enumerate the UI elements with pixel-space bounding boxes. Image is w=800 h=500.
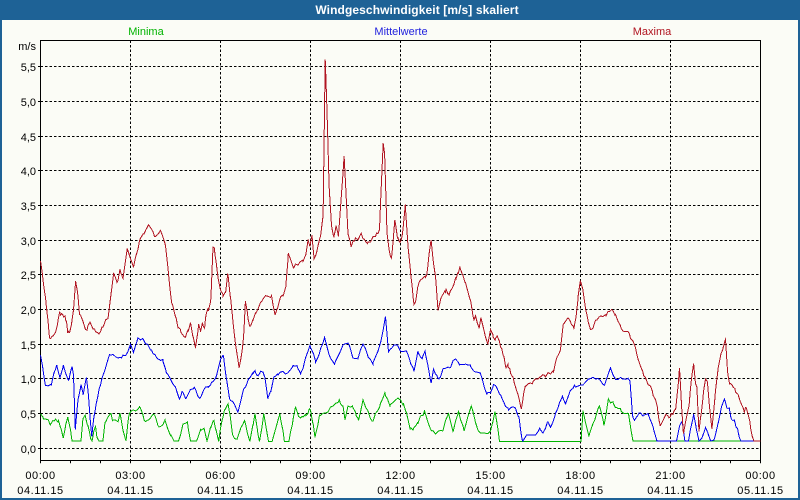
svg-text:3,5: 3,5	[21, 201, 36, 213]
svg-text:1,0: 1,0	[21, 374, 36, 386]
svg-text:0,5: 0,5	[21, 409, 36, 421]
svg-text:4,5: 4,5	[21, 132, 36, 144]
svg-text:04.11.15: 04.11.15	[17, 485, 63, 497]
svg-text:4,0: 4,0	[21, 166, 36, 178]
svg-text:04.11.15: 04.11.15	[287, 485, 333, 497]
svg-text:04.11.15: 04.11.15	[197, 485, 243, 497]
svg-text:00:00: 00:00	[745, 470, 775, 482]
svg-text:06:00: 06:00	[205, 470, 235, 482]
svg-text:15:00: 15:00	[475, 470, 505, 482]
svg-text:03:00: 03:00	[115, 470, 145, 482]
svg-text:3,0: 3,0	[21, 236, 36, 248]
svg-text:5,0: 5,0	[21, 97, 36, 109]
svg-text:04.11.15: 04.11.15	[467, 485, 513, 497]
svg-text:12:00: 12:00	[385, 470, 415, 482]
svg-text:2,0: 2,0	[21, 305, 36, 317]
svg-text:18:00: 18:00	[565, 470, 595, 482]
svg-text:0,0: 0,0	[21, 444, 36, 456]
svg-text:04.11.15: 04.11.15	[377, 485, 423, 497]
svg-text:04.11.15: 04.11.15	[557, 485, 603, 497]
svg-text:04.11.15: 04.11.15	[647, 485, 693, 497]
svg-text:04.11.15: 04.11.15	[107, 485, 153, 497]
svg-text:m/s: m/s	[18, 41, 36, 53]
svg-text:5,5: 5,5	[21, 62, 36, 74]
svg-text:2,5: 2,5	[21, 270, 36, 282]
svg-text:09:00: 09:00	[295, 470, 325, 482]
svg-text:05.11.15: 05.11.15	[737, 485, 783, 497]
svg-text:00:00: 00:00	[25, 470, 55, 482]
svg-text:1,5: 1,5	[21, 340, 36, 352]
svg-text:21:00: 21:00	[655, 470, 685, 482]
